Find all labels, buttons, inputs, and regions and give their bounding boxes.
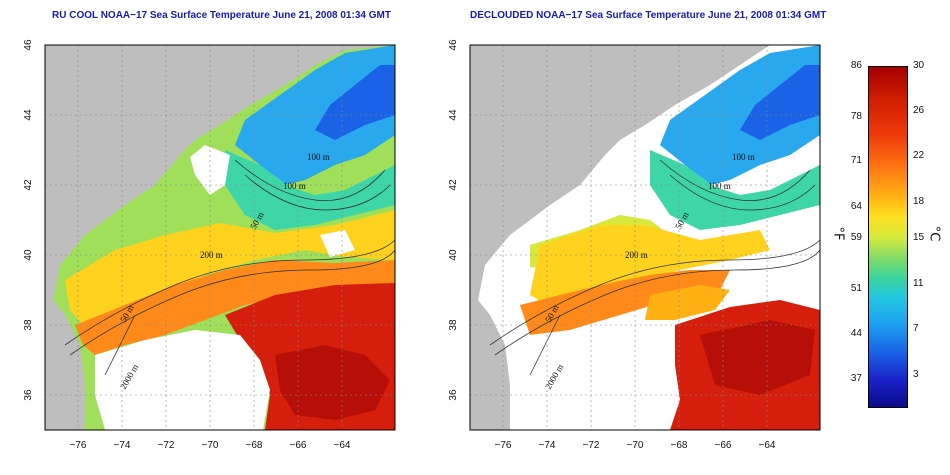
right-sst-map: 100 m 100 m 50 m 200 m 50 m 2000 m −76 −… — [448, 39, 821, 451]
x-axis: −76 −74 −72 −70 −68 −66 −64 — [495, 440, 776, 451]
colorbar-f-tick: 86 — [850, 60, 862, 71]
warm-patch — [645, 285, 730, 320]
contour-label: 200 m — [200, 250, 223, 260]
colorbar-c-tick: 15 — [913, 232, 925, 243]
contour-50m — [244, 174, 391, 211]
cloud-patch — [320, 230, 355, 257]
x-tick-label: −64 — [334, 440, 351, 451]
x-tick-label: −70 — [627, 440, 644, 451]
y-tick-label: 36 — [448, 389, 459, 401]
contour-2000m — [69, 249, 395, 356]
y-tick-label: 40 — [448, 249, 459, 261]
coastline-land — [470, 45, 770, 430]
y-tick-label: 46 — [23, 39, 34, 51]
y-tick-label: 42 — [23, 179, 34, 191]
warm-eddy — [275, 345, 390, 420]
left-sst-map-panel: 100 m 100 m 50 m 200 m 50 m 2000 m −76 −… — [23, 39, 396, 451]
georges-bank-water — [650, 150, 820, 230]
celsius-unit-label: °C — [926, 225, 942, 242]
contour-2000m — [494, 249, 820, 356]
colorbar-f-tick: 78 — [850, 111, 862, 122]
x-tick-label: −64 — [759, 440, 776, 451]
warm-shelf-water — [520, 270, 730, 335]
map-frame — [44, 44, 396, 431]
warm-eddy — [700, 320, 815, 395]
map-grid — [45, 45, 395, 430]
x-tick-label: −66 — [715, 440, 732, 451]
colorbar-c-tick: 22 — [913, 150, 925, 161]
x-tick-label: −74 — [114, 440, 131, 451]
cold-water-core — [315, 65, 395, 140]
contour-100m — [659, 159, 811, 201]
contour-200m — [64, 239, 395, 346]
contour-100m — [234, 159, 386, 201]
y-tick-label: 38 — [448, 319, 459, 331]
colorbar-f-tick: 59 — [850, 232, 862, 243]
y-tick-label: 44 — [23, 109, 34, 121]
temperature-colorbar: 86 78 71 64 59 51 44 37 30 26 22 18 15 1… — [830, 60, 941, 408]
contour-50m — [669, 174, 816, 211]
colorbar-f-tick: 64 — [850, 201, 862, 212]
y-tick-label: 42 — [448, 179, 459, 191]
y-tick-label: 40 — [23, 249, 34, 261]
coastline-land — [45, 45, 345, 430]
cold-water-core — [740, 65, 820, 140]
map-frame — [469, 44, 821, 431]
colorbar-f-tick: 51 — [850, 283, 862, 294]
left-map-title: RU COOL NOAA−17 Sea Surface Temperature … — [52, 10, 391, 21]
x-tick-label: −68 — [671, 440, 688, 451]
x-axis: −76 −74 −72 −70 −68 −66 −64 — [70, 440, 351, 451]
colorbar-c-tick: 7 — [913, 323, 919, 334]
y-tick-label: 46 — [448, 39, 459, 51]
y-axis: 46 44 42 40 38 36 — [23, 39, 34, 401]
y-tick-label: 38 — [23, 319, 34, 331]
colorbar-gradient — [868, 66, 908, 408]
x-tick-label: −76 — [70, 440, 87, 451]
colorbar-c-tick: 11 — [913, 278, 924, 289]
georges-bank-water — [225, 150, 395, 230]
colorbar-c-tick: 30 — [913, 60, 925, 71]
contour-label: 200 m — [625, 250, 648, 260]
x-tick-label: −74 — [539, 440, 556, 451]
right-sst-map-panel: 100 m 100 m 50 m 200 m 50 m 2000 m −76 −… — [448, 39, 821, 451]
contour-label: 100 m — [708, 181, 731, 191]
colorbar-f-tick: 37 — [850, 373, 862, 384]
y-axis: 46 44 42 40 38 36 — [448, 39, 459, 401]
contour-shelf — [104, 314, 136, 376]
x-tick-label: −68 — [246, 440, 263, 451]
colorbar-f-tick: 71 — [850, 155, 862, 166]
contour-200m — [489, 239, 820, 346]
map-grid — [470, 45, 820, 430]
right-map-title: DECLOUDED NOAA−17 Sea Surface Temperatur… — [470, 10, 827, 21]
y-tick-label: 36 — [23, 389, 34, 401]
y-tick-label: 44 — [448, 109, 459, 121]
contour-label: 100 m — [307, 152, 330, 162]
contour-label: 100 m — [283, 181, 306, 191]
colorbar-c-tick: 18 — [913, 196, 925, 207]
fahrenheit-unit-label: °F — [830, 226, 846, 241]
x-tick-label: −72 — [583, 440, 600, 451]
cloud-cover — [95, 330, 270, 430]
x-tick-label: −70 — [202, 440, 219, 451]
mid-shelf-water — [530, 225, 770, 307]
colorbar-f-tick: 44 — [850, 328, 862, 339]
x-tick-label: −72 — [158, 440, 175, 451]
contour-label: 100 m — [732, 152, 755, 162]
x-tick-label: −66 — [290, 440, 307, 451]
colorbar-c-tick: 3 — [913, 369, 919, 380]
x-tick-label: −76 — [495, 440, 512, 451]
contour-shelf — [529, 314, 561, 376]
left-sst-map: 100 m 100 m 50 m 200 m 50 m 2000 m −76 −… — [23, 39, 396, 451]
colorbar-c-tick: 26 — [913, 105, 925, 116]
warm-shelf-water — [75, 260, 395, 355]
